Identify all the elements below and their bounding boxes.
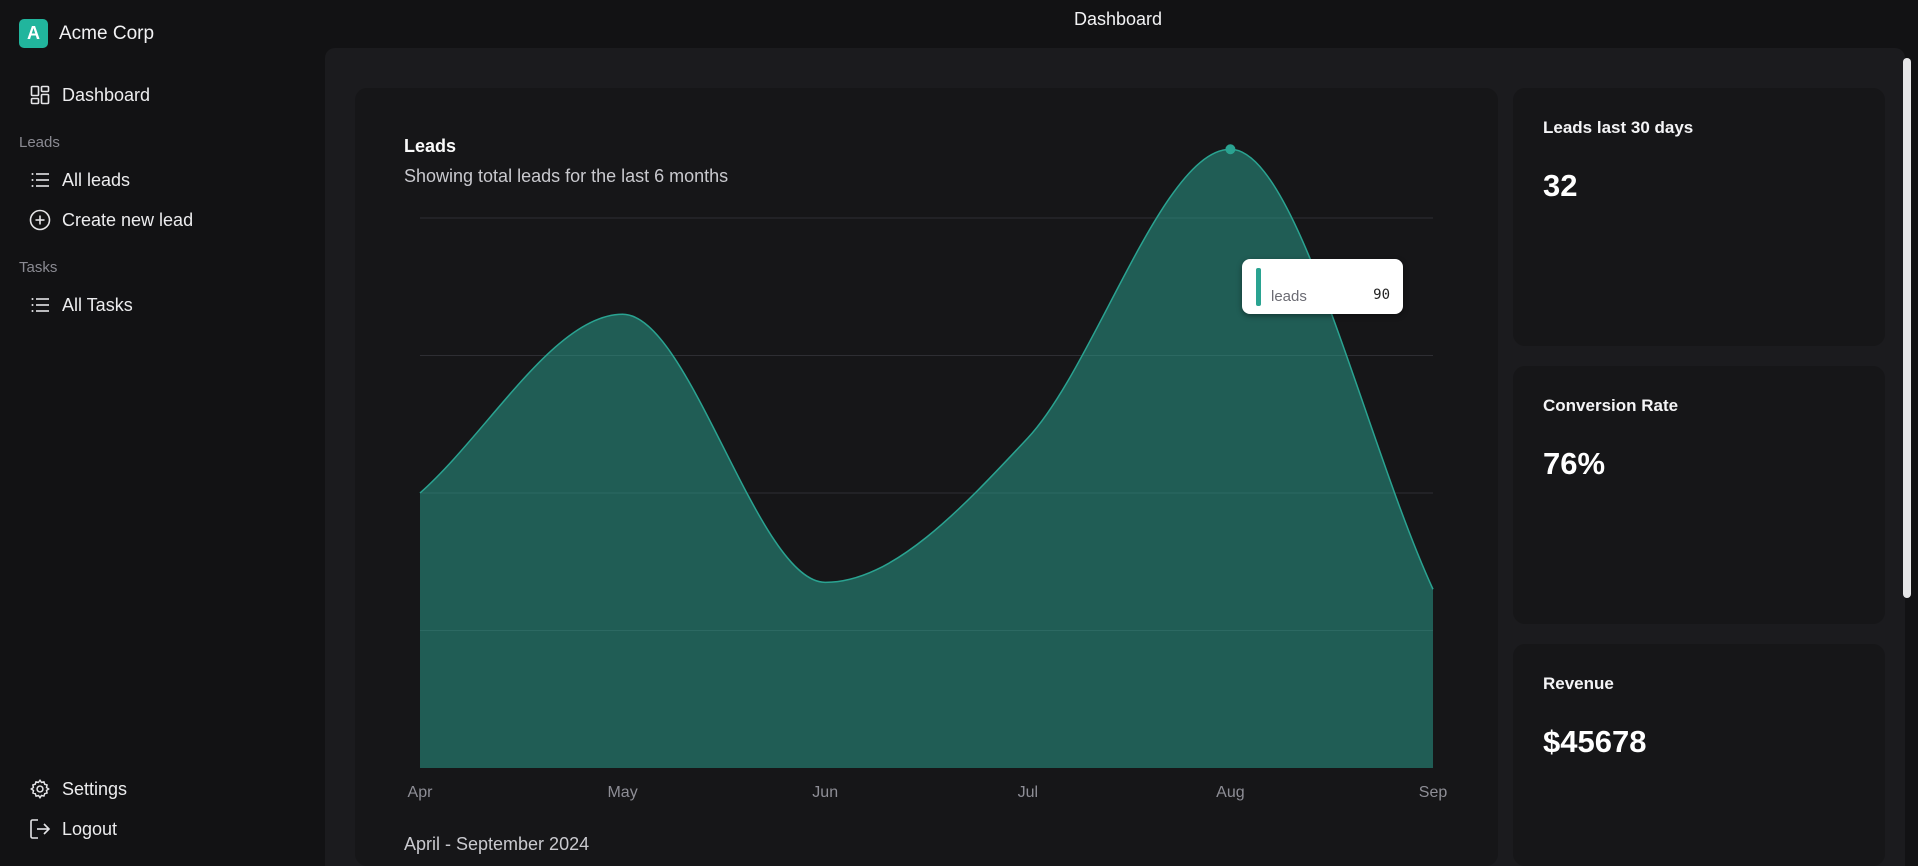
sidebar: A Acme Corp Dashboard Leads All leads Cr… xyxy=(0,0,325,866)
brand-logo: A xyxy=(19,19,48,48)
stat-card-leads-30-days: Leads last 30 days 32 xyxy=(1513,88,1885,346)
scrollbar[interactable] xyxy=(1903,58,1911,598)
leads-area xyxy=(420,149,1433,768)
sidebar-item-label: All leads xyxy=(62,169,131,190)
stat-value: 32 xyxy=(1543,168,1578,203)
sidebar-item-dashboard[interactable]: Dashboard xyxy=(29,84,150,106)
sidebar-item-label: Create new lead xyxy=(62,209,194,230)
list-icon xyxy=(29,294,51,316)
stat-label: Leads last 30 days xyxy=(1543,118,1694,137)
sidebar-item-label: All Tasks xyxy=(62,294,133,315)
chart-tooltip: leads 90 xyxy=(1242,259,1403,314)
list-icon xyxy=(29,169,51,191)
brand[interactable]: A Acme Corp xyxy=(19,19,154,48)
sidebar-item-all-leads[interactable]: All leads xyxy=(29,169,130,191)
stat-value: $45678 xyxy=(1543,724,1647,759)
active-point[interactable] xyxy=(1225,144,1236,155)
sidebar-item-create-new-lead[interactable]: Create new lead xyxy=(29,209,193,231)
x-tick-label: May xyxy=(607,784,637,801)
x-tick-label: Jul xyxy=(1018,784,1038,801)
sidebar-item-settings[interactable]: Settings xyxy=(29,778,127,800)
x-tick-label: Sep xyxy=(1419,784,1448,801)
sidebar-item-label: Dashboard xyxy=(62,84,151,105)
x-tick-label: Aug xyxy=(1216,784,1244,801)
leads-line xyxy=(419,148,1434,590)
sidebar-section-tasks: Tasks xyxy=(19,259,58,276)
dashboard-icon xyxy=(29,84,51,106)
brand-name: Acme Corp xyxy=(59,22,155,44)
chart-title: Leads xyxy=(404,136,457,156)
stat-label: Conversion Rate xyxy=(1543,396,1679,415)
sidebar-item-logout[interactable]: Logout xyxy=(29,818,117,840)
sidebar-item-label: Settings xyxy=(62,778,128,799)
gear-icon xyxy=(29,778,51,800)
stat-label: Revenue xyxy=(1543,674,1614,693)
plus-circle-icon xyxy=(29,209,51,231)
sidebar-item-all-tasks[interactable]: All Tasks xyxy=(29,294,133,316)
tooltip-series-swatch xyxy=(1256,268,1261,306)
x-tick-label: Apr xyxy=(408,784,434,801)
page-title: Dashboard xyxy=(1074,9,1163,29)
sidebar-item-label: Logout xyxy=(62,818,118,839)
stat-card-conversion-rate: Conversion Rate 76% xyxy=(1513,366,1885,624)
chart-subtitle: Showing total leads for the last 6 month… xyxy=(404,166,729,186)
stat-value: 76% xyxy=(1543,446,1606,481)
stat-card-revenue: Revenue $45678 xyxy=(1513,644,1885,866)
chart-footer: April - September 2024 xyxy=(404,834,590,854)
tooltip-value: 90 xyxy=(1373,287,1390,303)
tooltip-label: leads xyxy=(1271,288,1307,305)
sidebar-section-leads: Leads xyxy=(19,134,60,151)
x-tick-label: Jun xyxy=(812,784,838,801)
logout-icon xyxy=(29,818,51,840)
